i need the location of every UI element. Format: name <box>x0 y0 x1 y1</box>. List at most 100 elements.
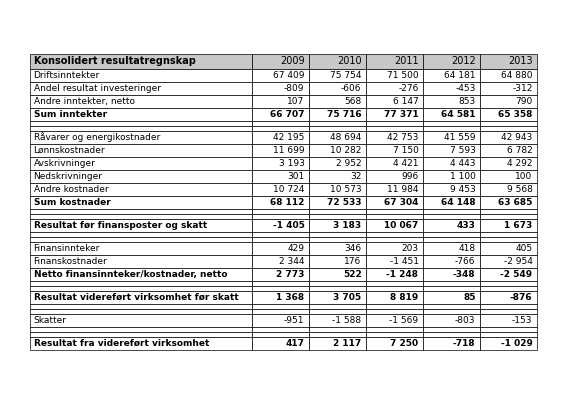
Bar <box>422 237 479 242</box>
Bar <box>308 332 366 337</box>
Text: -1 588: -1 588 <box>332 316 362 325</box>
Bar <box>366 327 422 332</box>
Bar <box>479 309 537 314</box>
Bar <box>422 255 479 268</box>
Text: -766: -766 <box>455 257 475 266</box>
Bar <box>29 54 251 69</box>
Text: -1 569: -1 569 <box>389 316 418 325</box>
Text: -606: -606 <box>341 84 362 93</box>
Bar <box>422 309 479 314</box>
Bar <box>366 95 422 108</box>
Bar <box>29 69 251 82</box>
Bar <box>479 209 537 214</box>
Bar <box>251 196 308 209</box>
Bar <box>29 268 251 281</box>
Bar <box>479 54 537 69</box>
Bar <box>479 219 537 232</box>
Bar <box>479 131 537 144</box>
Text: 2 344: 2 344 <box>279 257 305 266</box>
Bar <box>366 219 422 232</box>
Bar <box>308 183 366 196</box>
Bar <box>29 131 251 144</box>
Bar <box>479 144 537 157</box>
Text: Resultat videreført virksomhet før skatt: Resultat videreført virksomhet før skatt <box>33 293 238 302</box>
Bar <box>251 108 308 121</box>
Text: 3 705: 3 705 <box>333 293 362 302</box>
Bar <box>479 281 537 286</box>
Text: 65 358: 65 358 <box>498 110 533 119</box>
Bar <box>479 286 537 291</box>
Bar <box>422 332 479 337</box>
Text: Resultat før finansposter og skatt: Resultat før finansposter og skatt <box>33 221 207 230</box>
Bar <box>251 286 308 291</box>
Text: -1 248: -1 248 <box>387 270 418 279</box>
Bar <box>308 108 366 121</box>
Text: 4 421: 4 421 <box>393 159 418 168</box>
Bar <box>29 255 251 268</box>
Bar <box>422 144 479 157</box>
Bar <box>29 214 251 219</box>
Text: Andre inntekter, netto: Andre inntekter, netto <box>33 97 135 106</box>
Bar <box>366 54 422 69</box>
Bar <box>366 286 422 291</box>
Bar <box>308 144 366 157</box>
Text: 64 181: 64 181 <box>444 71 475 80</box>
Bar <box>29 327 251 332</box>
Text: 8 819: 8 819 <box>390 293 418 302</box>
Text: 2010: 2010 <box>337 57 362 67</box>
Text: Driftsinntekter: Driftsinntekter <box>33 71 100 80</box>
Bar <box>422 214 479 219</box>
Text: 2009: 2009 <box>280 57 305 67</box>
Bar <box>308 242 366 255</box>
Bar <box>366 157 422 170</box>
Bar <box>366 332 422 337</box>
Text: 2013: 2013 <box>508 57 533 67</box>
Bar <box>479 69 537 82</box>
Text: 72 533: 72 533 <box>327 198 362 207</box>
Bar <box>251 144 308 157</box>
Text: -718: -718 <box>453 339 475 348</box>
Bar <box>251 157 308 170</box>
Bar <box>251 82 308 95</box>
Text: 42 753: 42 753 <box>387 133 418 142</box>
Bar <box>308 157 366 170</box>
Bar <box>29 286 251 291</box>
Text: 417: 417 <box>285 339 305 348</box>
Bar <box>479 314 537 327</box>
Bar <box>29 232 251 237</box>
Text: 3 183: 3 183 <box>333 221 362 230</box>
Bar <box>366 304 422 309</box>
Text: 32: 32 <box>350 172 362 181</box>
Text: Konsolidert resultatregnskap: Konsolidert resultatregnskap <box>33 57 195 67</box>
Text: 100: 100 <box>515 172 533 181</box>
Bar <box>422 268 479 281</box>
Bar <box>308 337 366 350</box>
Bar <box>422 219 479 232</box>
Text: 67 409: 67 409 <box>273 71 305 80</box>
Text: 853: 853 <box>458 97 475 106</box>
Bar <box>29 304 251 309</box>
Text: 85: 85 <box>463 293 475 302</box>
Text: Andel resultat investeringer: Andel resultat investeringer <box>33 84 161 93</box>
Text: 11 699: 11 699 <box>273 146 305 155</box>
Bar <box>479 237 537 242</box>
Bar <box>308 69 366 82</box>
Bar <box>479 291 537 304</box>
Bar <box>366 232 422 237</box>
Bar <box>308 268 366 281</box>
Text: 64 148: 64 148 <box>441 198 475 207</box>
Bar <box>479 196 537 209</box>
Text: 11 984: 11 984 <box>387 185 418 194</box>
Bar <box>29 108 251 121</box>
Bar <box>422 54 479 69</box>
Text: 2 117: 2 117 <box>333 339 362 348</box>
Bar <box>422 209 479 214</box>
Text: -1 405: -1 405 <box>273 221 305 230</box>
Bar <box>29 209 251 214</box>
Bar <box>422 327 479 332</box>
Bar <box>422 291 479 304</box>
Bar <box>479 82 537 95</box>
Text: 64 880: 64 880 <box>501 71 533 80</box>
Bar <box>308 54 366 69</box>
Text: 10 067: 10 067 <box>384 221 418 230</box>
